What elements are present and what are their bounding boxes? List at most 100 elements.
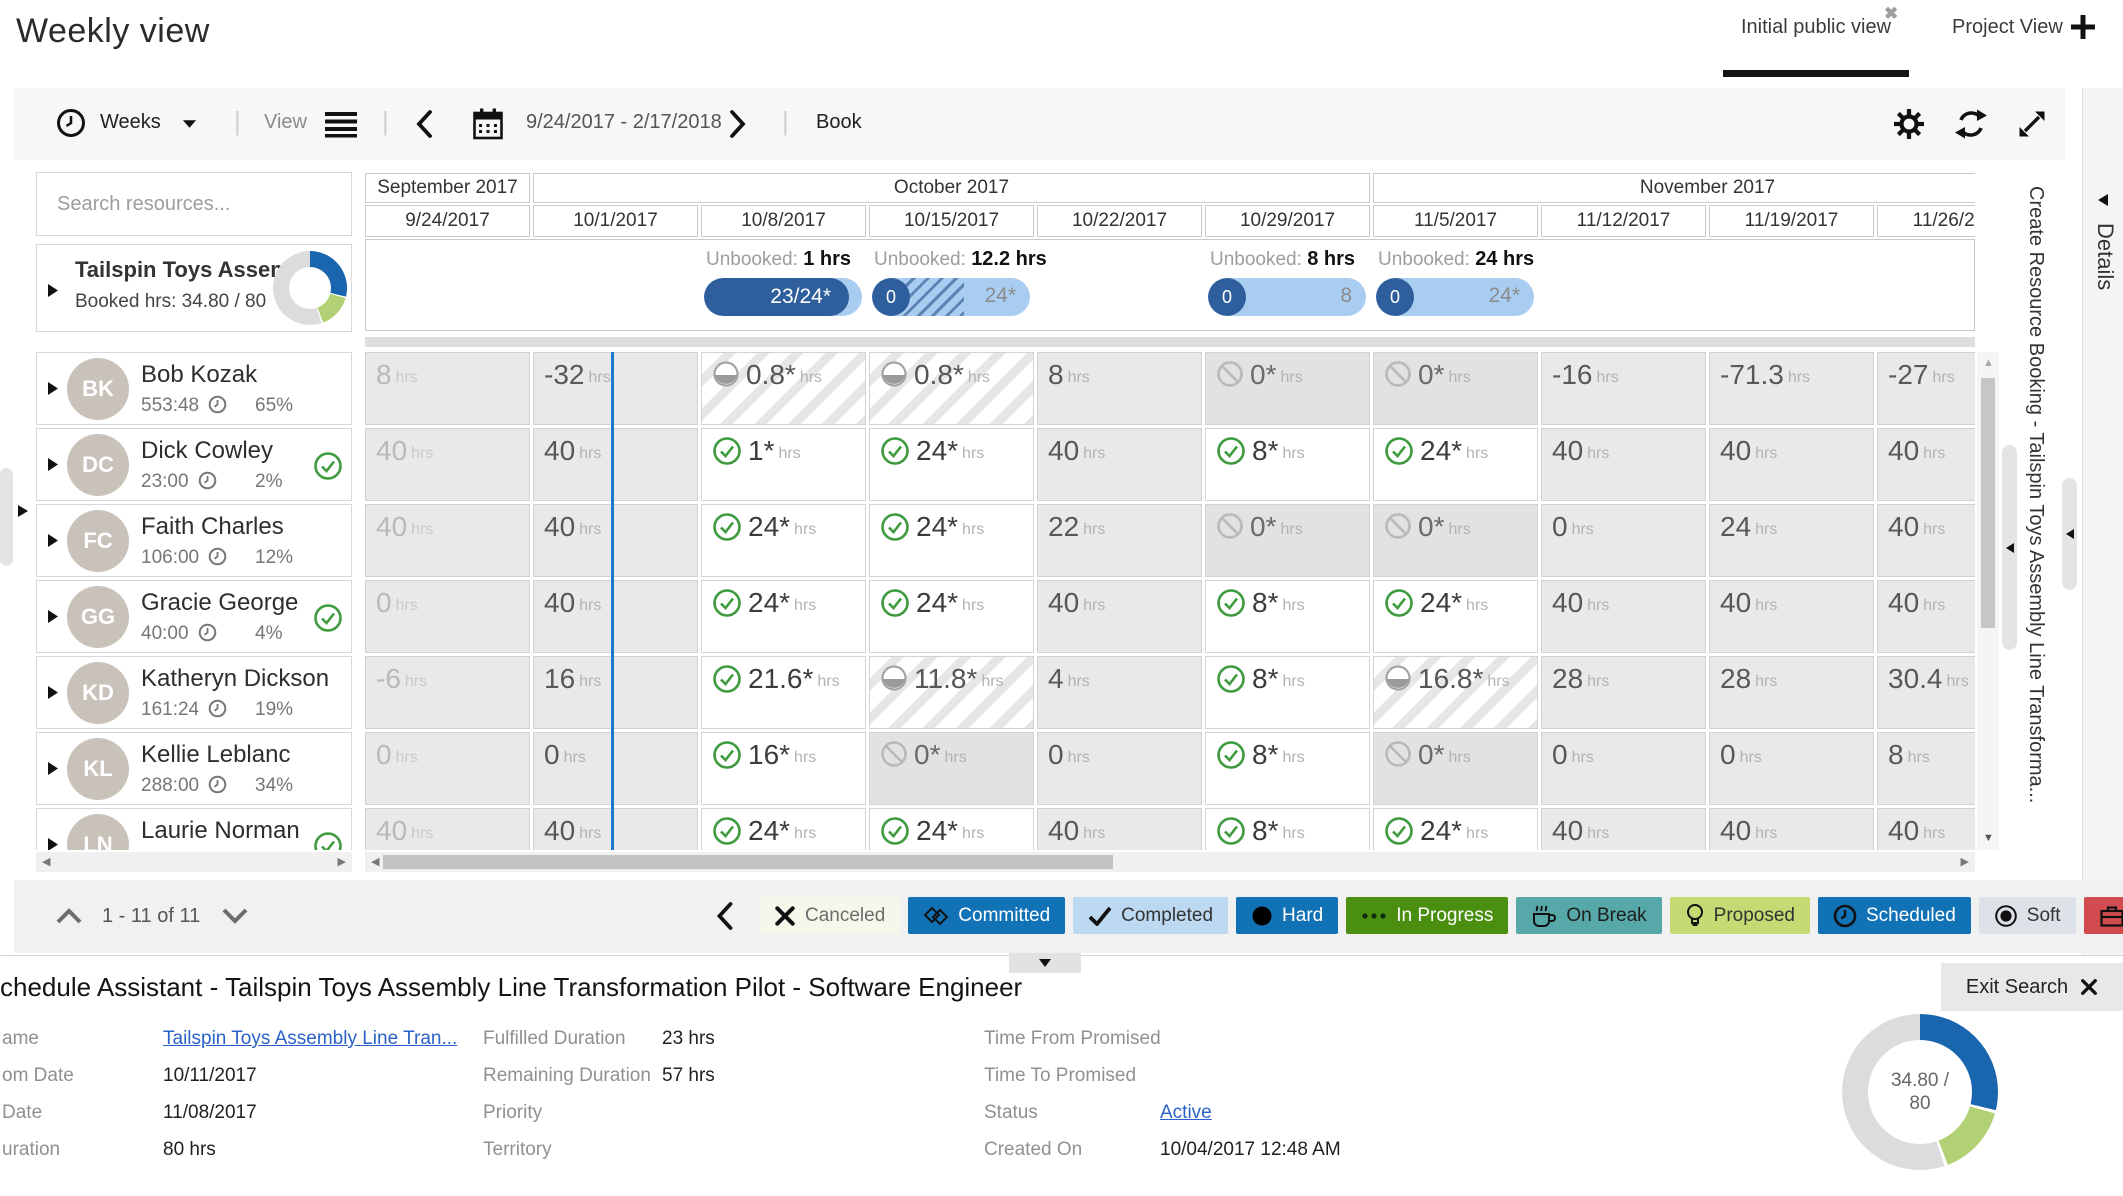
exit-search-button[interactable]: Exit Search (1941, 963, 2123, 1011)
grid-cell[interactable]: 8* hrs (1205, 808, 1370, 850)
calendar-icon[interactable] (472, 107, 504, 141)
refresh-icon[interactable] (1954, 108, 1988, 140)
grid-cell[interactable]: 0 hrs (1709, 732, 1874, 805)
grid-cell[interactable]: 8* hrs (1205, 656, 1370, 729)
scroll-down-icon[interactable]: ▼ (1983, 832, 1994, 844)
grid-cell[interactable]: 16* hrs (701, 732, 866, 805)
grid-cell[interactable]: 0* hrs (1205, 352, 1370, 425)
expand-details-icon[interactable] (2097, 193, 2109, 207)
grid-cell[interactable]: 22 hrs (1037, 504, 1202, 577)
group-expander-icon[interactable] (46, 283, 59, 298)
resource-row[interactable]: BK Bob Kozak 553:48 65% (36, 352, 352, 425)
grid-cell[interactable]: 4 hrs (1037, 656, 1202, 729)
grid-cell[interactable]: 28 hrs (1709, 656, 1874, 729)
grid-hscrollbar[interactable]: ◀ ▶ (365, 852, 1975, 872)
grid-cell[interactable]: 0* hrs (869, 732, 1034, 805)
grid-cell[interactable]: 40 hrs (1877, 580, 1975, 653)
legend-badge[interactable]: Completed (1073, 897, 1229, 934)
legend-badge[interactable]: Hard (1236, 897, 1339, 934)
legend-badge[interactable]: On Break (1516, 897, 1662, 934)
scroll-right-icon[interactable]: ▶ (1960, 856, 1969, 868)
tab-create-resource-booking[interactable]: Create Resource Booking - Tailspin Toys … (2025, 186, 2047, 804)
resource-row[interactable]: GG Gracie George 40:00 4% (36, 580, 352, 653)
legend-badge[interactable]: Proposed (1669, 897, 1810, 934)
resource-row[interactable]: KL Kellie Leblanc 288:00 34% (36, 732, 352, 805)
grid-cell[interactable]: 40 hrs (1709, 428, 1874, 501)
grid-cell[interactable]: 24 hrs (1709, 504, 1874, 577)
grid-cell[interactable]: 40 hrs (533, 504, 698, 577)
list-view-icon[interactable] (324, 110, 358, 138)
grid-cell[interactable]: 40 hrs (1877, 504, 1975, 577)
unbooked-progress-bar[interactable]: 0 24* (872, 278, 1030, 316)
close-tab-icon[interactable]: ✖ (1884, 4, 1899, 23)
resource-row[interactable]: DC Dick Cowley 23:00 2% (36, 428, 352, 501)
unbooked-progress-bar[interactable]: 23/24* (704, 278, 862, 316)
grid-cell[interactable]: 8* hrs (1205, 732, 1370, 805)
details-side-tab[interactable]: Details (2082, 88, 2123, 955)
legend-badge[interactable]: In Progress (1346, 897, 1509, 934)
legend-badge[interactable]: Soft (1978, 897, 2076, 934)
row-expander-icon[interactable] (46, 533, 59, 548)
create-booking-panel-handle[interactable] (2002, 445, 2017, 650)
grid-cell[interactable]: 24* hrs (701, 580, 866, 653)
grid-cell[interactable]: 40 hrs (1877, 428, 1975, 501)
hscrollbar-thumb[interactable] (383, 855, 1113, 869)
grid-cell[interactable]: 40 hrs (1037, 428, 1202, 501)
grid-cell[interactable]: -32 hrs (533, 352, 698, 425)
settings-gear-icon[interactable] (1892, 107, 1926, 141)
grid-cell[interactable]: 16 hrs (533, 656, 698, 729)
grid-cell[interactable]: 16.8* hrs (1373, 656, 1538, 729)
grid-cell[interactable]: 40 hrs (365, 504, 530, 577)
legend-badge[interactable]: Scheduled (1817, 897, 1971, 934)
grid-cell[interactable]: 11.8* hrs (869, 656, 1034, 729)
grid-cell[interactable]: 8 hrs (1037, 352, 1202, 425)
pager-up-icon[interactable] (56, 908, 82, 924)
range-mode-dropdown[interactable]: Weeks (100, 111, 161, 133)
grid-cell[interactable]: 0* hrs (1373, 732, 1538, 805)
grid-cell[interactable]: 40 hrs (1541, 580, 1706, 653)
grid-vscrollbar[interactable]: ▲ ▼ (1977, 352, 1999, 850)
resource-row[interactable]: FC Faith Charles 106:00 12% (36, 504, 352, 577)
fullscreen-expand-icon[interactable] (2016, 108, 2048, 140)
grid-cell[interactable]: 40 hrs (533, 580, 698, 653)
grid-cell[interactable]: 0* hrs (1373, 504, 1538, 577)
grid-cell[interactable]: 1* hrs (701, 428, 866, 501)
grid-cell[interactable]: 40 hrs (365, 428, 530, 501)
resource-list-hscrollbar[interactable]: ◀ ▶ (36, 852, 352, 872)
grid-cell[interactable]: 28 hrs (1541, 656, 1706, 729)
grid-cell[interactable]: 24* hrs (869, 504, 1034, 577)
add-tab-button[interactable] (2068, 12, 2098, 47)
grid-cell[interactable]: 24* hrs (1373, 580, 1538, 653)
row-expander-icon[interactable] (46, 381, 59, 396)
date-range[interactable]: 9/24/2017 - 2/17/2018 (526, 111, 722, 133)
left-panel-handle[interactable] (0, 468, 13, 566)
grid-cell[interactable]: 21.6* hrs (701, 656, 866, 729)
tab-initial-public-view[interactable]: Initial public view (1740, 16, 1892, 38)
grid-cell[interactable]: 40 hrs (365, 808, 530, 850)
row-expander-icon[interactable] (46, 457, 59, 472)
grid-cell[interactable]: 24* hrs (869, 428, 1034, 501)
detail-field-link[interactable]: Active (1160, 1102, 1212, 1123)
grid-cell[interactable]: 8 hrs (365, 352, 530, 425)
row-expander-icon[interactable] (46, 837, 59, 850)
next-period-icon[interactable] (730, 110, 746, 138)
scroll-right-icon[interactable]: ▶ (337, 856, 346, 868)
grid-cell[interactable]: -6 hrs (365, 656, 530, 729)
expand-left-panel-icon[interactable] (17, 504, 29, 518)
scroll-left-icon[interactable]: ◀ (371, 856, 380, 868)
grid-cell[interactable]: 24* hrs (1373, 428, 1538, 501)
grid-cell[interactable]: -16 hrs (1541, 352, 1706, 425)
grid-cell[interactable]: 8* hrs (1205, 580, 1370, 653)
legend-badge[interactable]: Traveling (2083, 897, 2123, 934)
grid-cell[interactable]: 24* hrs (1373, 808, 1538, 850)
resource-group-header[interactable]: Tailspin Toys Assem... Booked hrs: 34.80… (36, 244, 352, 332)
chevron-down-icon[interactable] (182, 119, 197, 129)
view-button[interactable]: View (264, 111, 307, 133)
detail-field-link[interactable]: Tailspin Toys Assembly Line Tran... (163, 1028, 458, 1049)
grid-cell[interactable]: 24* hrs (701, 808, 866, 850)
grid-cell[interactable]: 40 hrs (533, 808, 698, 850)
vscrollbar-thumb[interactable] (1981, 378, 1995, 628)
grid-cell[interactable]: 40 hrs (1877, 808, 1975, 850)
panel-collapse-handle[interactable] (1009, 953, 1081, 973)
